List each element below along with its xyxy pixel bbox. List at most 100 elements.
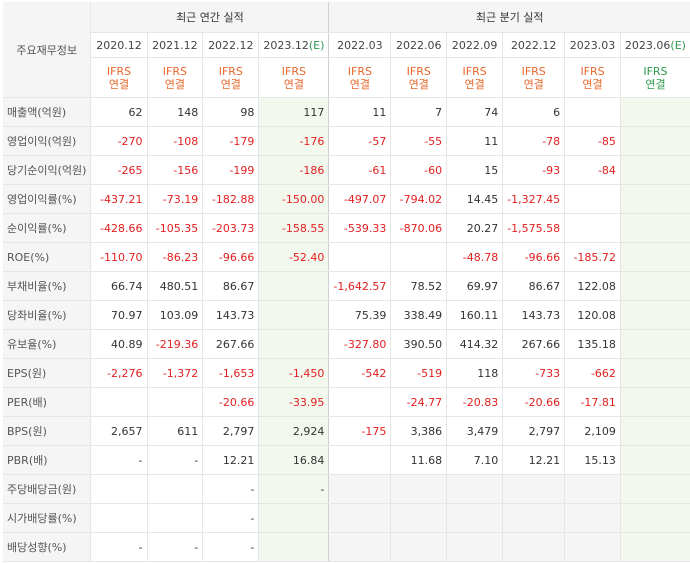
- value-cell: 480.51: [147, 272, 203, 301]
- value-cell: -175: [329, 417, 391, 446]
- value-cell: [447, 475, 503, 504]
- value-cell: -20.66: [503, 388, 565, 417]
- ifrs-basis-label: IFRS 연결: [620, 58, 690, 98]
- value-cell: 2,797: [503, 417, 565, 446]
- ifrs-basis-label: IFRS 연결: [329, 58, 391, 98]
- value-cell: -60: [391, 156, 447, 185]
- value-cell: [259, 301, 329, 330]
- table-row: 시가배당률(%) -: [3, 504, 690, 533]
- value-cell: 7.10: [447, 446, 503, 475]
- value-cell: 15.13: [565, 446, 621, 475]
- value-cell: [329, 533, 391, 562]
- value-cell: -24.77: [391, 388, 447, 417]
- value-cell: [329, 475, 391, 504]
- ifrs-basis-label: IFRS 연결: [147, 58, 203, 98]
- value-cell: [329, 388, 391, 417]
- value-cell: 3,386: [391, 417, 447, 446]
- value-cell: [329, 504, 391, 533]
- value-cell: 414.32: [447, 330, 503, 359]
- value-cell: [565, 185, 621, 214]
- ifrs-standard-text: IFRS: [569, 65, 616, 78]
- value-cell: 120.08: [565, 301, 621, 330]
- table-row: 영업이익(억원) -270 -108 -179 -176 -57 -55 11 -78 -85: [3, 127, 690, 156]
- metric-label: 부채비율(%): [3, 272, 91, 301]
- metric-label: 유보율(%): [3, 330, 91, 359]
- table-row: EPS(원) -2,276 -1,372 -1,653 -1,450 -542 -519 11…: [3, 359, 690, 388]
- value-cell: 117: [259, 98, 329, 127]
- value-cell: [259, 533, 329, 562]
- table-row: 영업이익률(%) -437.21 -73.19 -182.88 -150.00 -497.…: [3, 185, 690, 214]
- value-cell: 40.89: [91, 330, 147, 359]
- table-row: 배당성향(%) - - -: [3, 533, 690, 562]
- ifrs-basis-label: IFRS 연결: [565, 58, 621, 98]
- value-cell: 69.97: [447, 272, 503, 301]
- table-row: 당좌비율(%) 70.97 103.09 143.73 75.39 338.49 160.1…: [3, 301, 690, 330]
- consolidated-text: 연결: [333, 78, 386, 91]
- value-cell: [620, 214, 690, 243]
- value-cell: 135.18: [565, 330, 621, 359]
- value-cell: -61: [329, 156, 391, 185]
- table-row: PBR(배) - -12.21 16.84 11.68 7.10 12.21 15.13: [3, 446, 690, 475]
- period-header: 2022.06: [391, 33, 447, 58]
- value-cell: 160.11: [447, 301, 503, 330]
- value-cell: -78: [503, 127, 565, 156]
- value-cell: 143.73: [503, 301, 565, 330]
- metric-label: 배당성향(%): [3, 533, 91, 562]
- estimate-marker: (E): [309, 39, 325, 52]
- value-cell: 148: [147, 98, 203, 127]
- table-row: 부채비율(%) 66.74 480.51 86.67 -1,642.57 78.52 69.…: [3, 272, 690, 301]
- period-header: 2020.12: [91, 33, 147, 58]
- value-cell: -179: [203, 127, 259, 156]
- table-row: BPS(원) 2,657 611 2,797 2,924 -175 3,386 3,479 2,…: [3, 417, 690, 446]
- value-cell: 7: [391, 98, 447, 127]
- metric-label: 영업이익(억원): [3, 127, 91, 156]
- value-cell: -219.36: [147, 330, 203, 359]
- value-cell: -: [147, 533, 203, 562]
- table-row: 순이익률(%) -428.66 -105.35 -203.73 -158.55 -539.…: [3, 214, 690, 243]
- value-cell: -33.95: [259, 388, 329, 417]
- value-cell: [620, 330, 690, 359]
- value-cell: 78.52: [391, 272, 447, 301]
- value-cell: 74: [447, 98, 503, 127]
- value-cell: -1,450: [259, 359, 329, 388]
- value-cell: -158.55: [259, 214, 329, 243]
- value-cell: [620, 417, 690, 446]
- ifrs-basis-label: IFRS 연결: [503, 58, 565, 98]
- value-cell: [503, 533, 565, 562]
- value-cell: 338.49: [391, 301, 447, 330]
- ifrs-basis-label: IFRS 연결: [91, 58, 147, 98]
- value-cell: [565, 475, 621, 504]
- value-cell: -519: [391, 359, 447, 388]
- value-cell: -203.73: [203, 214, 259, 243]
- ifrs-basis-label: IFRS 연결: [391, 58, 447, 98]
- value-cell: [259, 504, 329, 533]
- value-cell: -93: [503, 156, 565, 185]
- value-cell: -150.00: [259, 185, 329, 214]
- value-cell: -96.66: [203, 243, 259, 272]
- ifrs-standard-text: IFRS: [207, 65, 254, 78]
- consolidated-text: 연결: [152, 78, 199, 91]
- value-cell: 12.21: [503, 446, 565, 475]
- consolidated-text: 연결: [207, 78, 254, 91]
- period-header: 2023.03: [565, 33, 621, 58]
- consolidated-text: 연결: [569, 78, 616, 91]
- value-cell: [259, 330, 329, 359]
- value-cell: [503, 504, 565, 533]
- value-cell: -265: [91, 156, 147, 185]
- value-cell: [447, 533, 503, 562]
- value-cell: [620, 446, 690, 475]
- value-cell: [565, 214, 621, 243]
- value-cell: 86.67: [203, 272, 259, 301]
- value-cell: 143.73: [203, 301, 259, 330]
- value-cell: 16.84: [259, 446, 329, 475]
- value-cell: [503, 475, 565, 504]
- consolidated-text: 연결: [395, 78, 442, 91]
- value-cell: -: [203, 504, 259, 533]
- value-cell: 20.27: [447, 214, 503, 243]
- ifrs-standard-text: IFRS: [152, 65, 199, 78]
- value-cell: -55: [391, 127, 447, 156]
- estimate-marker: (E): [670, 39, 686, 52]
- value-cell: [391, 243, 447, 272]
- value-cell: [620, 243, 690, 272]
- value-cell: -1,653: [203, 359, 259, 388]
